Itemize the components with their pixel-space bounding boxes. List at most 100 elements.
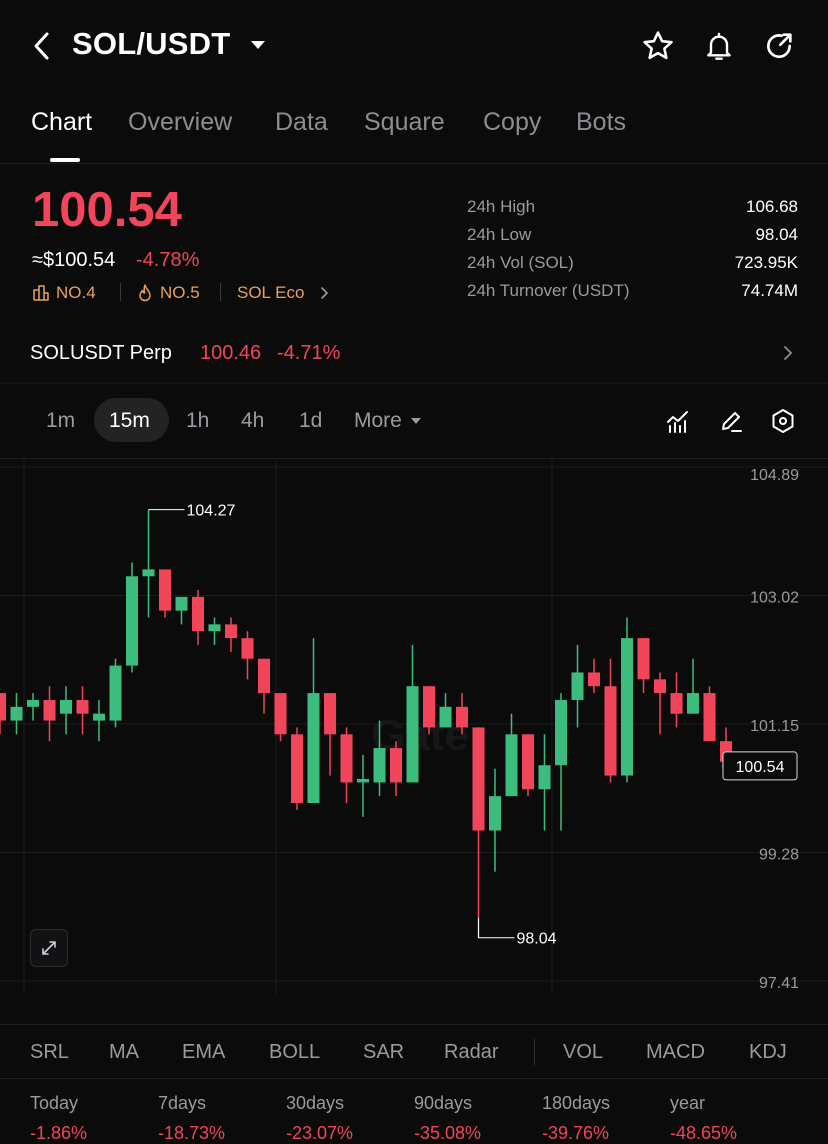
share-button[interactable] <box>759 26 799 66</box>
interval-4h[interactable]: 4h <box>241 409 265 432</box>
candle-body <box>93 713 105 721</box>
candle-body <box>109 665 122 721</box>
y-tick-label: 104.89 <box>750 467 799 484</box>
candle-body <box>357 778 369 783</box>
interval-1d[interactable]: 1d <box>299 409 323 432</box>
max-price-label: 104.27 <box>187 503 236 520</box>
y-tick-label: 99.28 <box>759 847 799 864</box>
favorite-button[interactable] <box>638 26 678 66</box>
candle-body <box>10 706 23 721</box>
chart-settings-button[interactable] <box>763 401 803 441</box>
candle-body <box>472 727 485 831</box>
tab-square[interactable]: Square <box>364 108 445 136</box>
alert-button[interactable] <box>699 26 739 66</box>
perf-year-value: -48.65% <box>670 1123 738 1143</box>
draw-button[interactable] <box>711 401 751 441</box>
candle-body <box>208 624 221 632</box>
share-icon <box>767 33 792 59</box>
candle-body <box>406 686 419 783</box>
hot-badge-label: NO.5 <box>160 283 200 302</box>
perp-price: 100.46 <box>200 342 262 364</box>
candle-body <box>159 569 171 611</box>
candle-body <box>588 672 600 687</box>
bell-icon <box>707 32 731 60</box>
pencil-icon <box>722 412 742 432</box>
candlestick-chart[interactable]: 104.89103.02101.1599.2897.4121:3001:3005… <box>0 460 828 994</box>
indicator-chart-icon <box>667 411 688 433</box>
dropdown-triangle-icon <box>410 418 421 425</box>
tab-data[interactable]: Data <box>275 108 328 136</box>
candle-body <box>0 693 6 721</box>
candle-body <box>571 672 584 700</box>
tab-bots[interactable]: Bots <box>576 108 627 136</box>
candle-body <box>489 796 501 831</box>
rank-badge[interactable]: NO.4 <box>32 283 96 303</box>
candle-body <box>637 638 650 680</box>
badge-separator <box>120 283 121 301</box>
indicator-separator <box>534 1039 535 1065</box>
stat-high-label: 24h High <box>467 197 536 216</box>
pair-title[interactable]: SOL/USDT <box>72 26 231 61</box>
indicator-kdj[interactable]: KDJ <box>749 1041 787 1063</box>
settings-hexagon-icon <box>772 409 794 433</box>
candle-body <box>621 638 633 776</box>
perf-30days-value: -23.07% <box>286 1123 354 1143</box>
indicator-sar[interactable]: SAR <box>363 1041 405 1063</box>
star-icon <box>643 31 673 60</box>
stat-vol-value: 723.95K <box>734 253 798 272</box>
indicator-radar[interactable]: Radar <box>444 1041 499 1063</box>
indicator-macd[interactable]: MACD <box>646 1041 705 1063</box>
candle-body <box>522 734 534 790</box>
hot-badge[interactable]: NO.5 <box>136 283 200 303</box>
interval-1h[interactable]: 1h <box>186 409 210 432</box>
candle-body <box>423 686 435 728</box>
candle-body <box>307 693 320 804</box>
tab-overview[interactable]: Overview <box>128 108 233 136</box>
indicator-divider-top <box>0 1024 828 1025</box>
candle-body <box>60 699 72 714</box>
indicator-ema[interactable]: EMA <box>182 1041 226 1063</box>
candle-body <box>670 693 683 714</box>
interval-more[interactable]: More <box>354 409 422 433</box>
stat-turnover-label: 24h Turnover (USDT) <box>467 281 630 300</box>
perf-7days-label: 7days <box>158 1093 207 1113</box>
indicator-button[interactable] <box>658 401 698 441</box>
candle-body <box>142 569 155 577</box>
candle-body <box>604 686 617 776</box>
perf-30days-label: 30days <box>286 1093 345 1113</box>
candle-body <box>76 699 89 714</box>
candle-body <box>538 765 551 790</box>
candle-body <box>291 734 303 804</box>
chart-top-divider <box>0 458 828 459</box>
min-price-label: 98.04 <box>517 931 557 948</box>
indicator-srl[interactable]: SRL <box>30 1041 69 1063</box>
ecosystem-badge-label: SOL Eco <box>237 283 305 302</box>
indicator-ma[interactable]: MA <box>109 1041 139 1063</box>
last-price-box <box>722 751 798 781</box>
y-tick-label: 97.41 <box>759 975 799 992</box>
fire-icon <box>139 284 151 302</box>
tab-chart[interactable]: Chart <box>31 108 93 136</box>
stat-vol-label: 24h Vol (SOL) <box>467 253 574 272</box>
candle-body <box>390 748 402 783</box>
candle-body <box>274 693 287 735</box>
section-divider <box>0 382 828 384</box>
indicator-boll[interactable]: BOLL <box>269 1041 321 1063</box>
interval-more-label: More <box>354 409 402 432</box>
candle-body <box>324 693 336 735</box>
tab-copy[interactable]: Copy <box>483 108 542 136</box>
stat-low-value: 98.04 <box>755 225 798 244</box>
back-button[interactable] <box>22 26 62 66</box>
badge-separator <box>220 283 221 301</box>
interval-15m[interactable]: 15m <box>109 409 150 432</box>
stat-low-label: 24h Low <box>467 225 532 244</box>
interval-1m[interactable]: 1m <box>46 409 76 432</box>
ecosystem-badge[interactable]: SOL Eco <box>237 283 332 303</box>
fullscreen-button[interactable] <box>30 929 68 967</box>
indicator-vol[interactable]: VOL <box>563 1041 604 1063</box>
perf-today-value: -1.86% <box>30 1123 88 1143</box>
stat-turnover-value: 74.74M <box>741 281 798 300</box>
price-usd: ≈$100.54 <box>32 249 116 271</box>
candle-body <box>654 679 666 694</box>
pair-dropdown[interactable] <box>250 38 266 56</box>
